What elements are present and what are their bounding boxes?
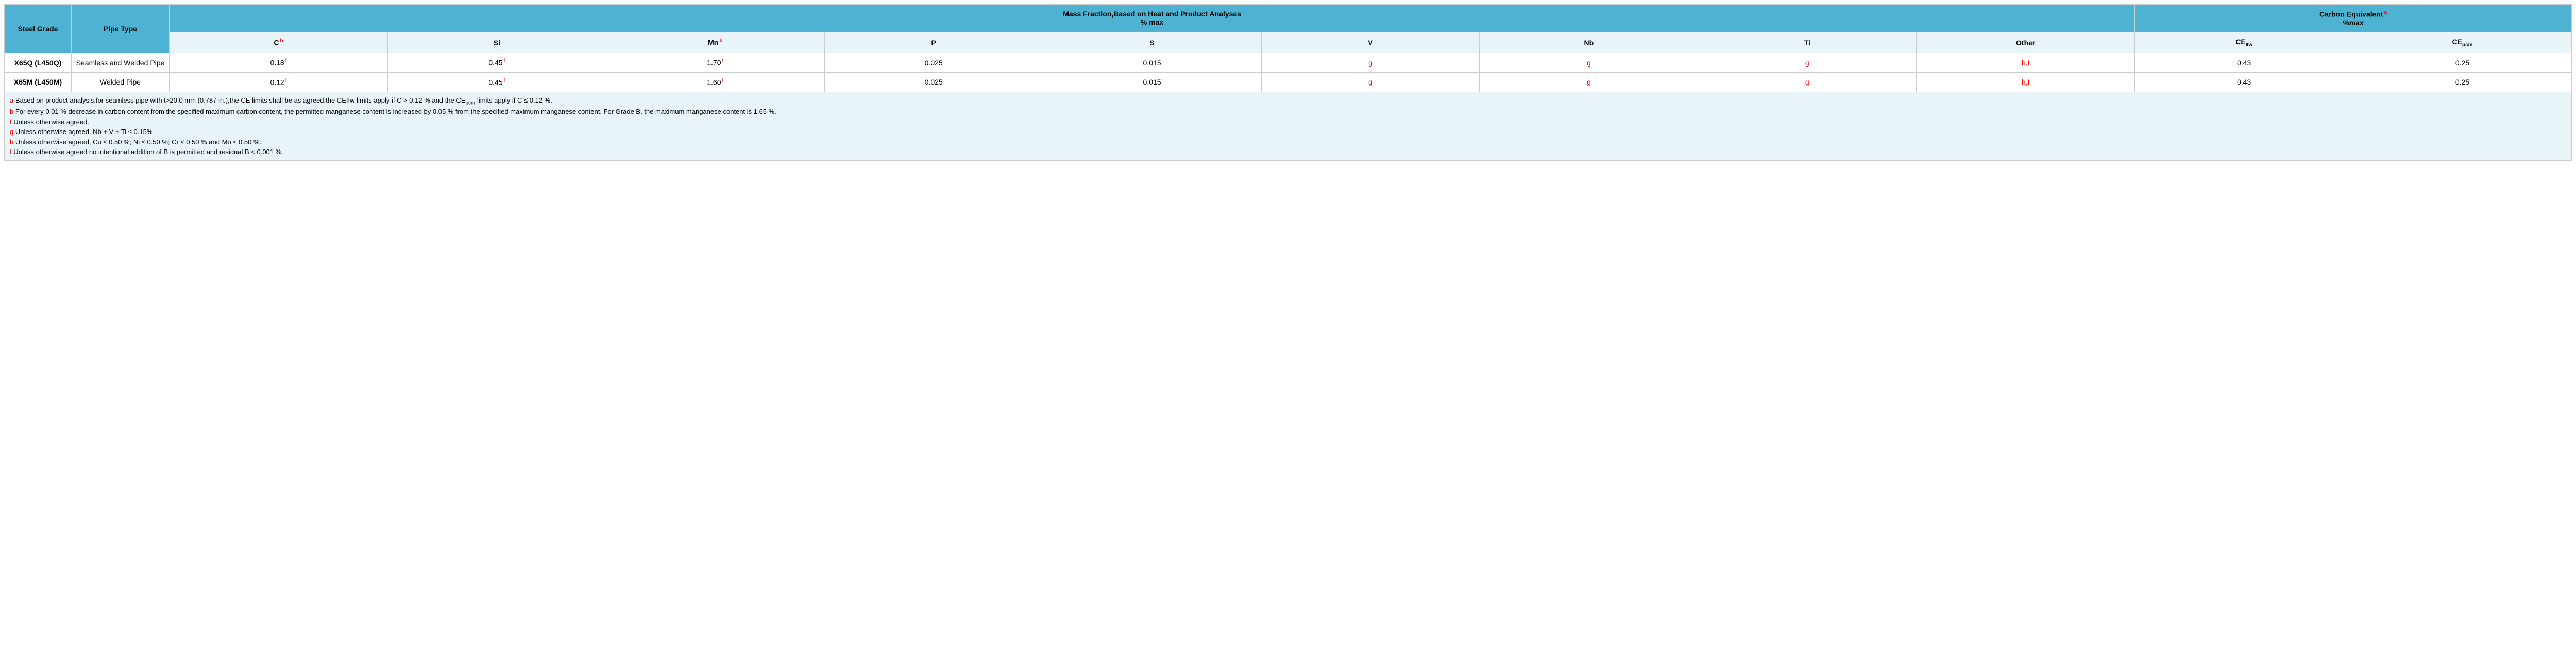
cell-mn: 1.60f [606, 73, 824, 92]
col-s: S [1043, 32, 1261, 53]
col-group-mass-fraction: Mass Fraction,Based on Heat and Product … [170, 5, 2135, 32]
cell-s: 0.015 [1043, 73, 1261, 92]
cell-ti: g [1698, 53, 1917, 73]
table-row: X65Q (L450Q)Seamless and Welded Pipe0.18… [5, 53, 2572, 73]
cell-mn: 1.70f [606, 53, 824, 73]
cell-c: 0.12f [170, 73, 388, 92]
cell-pipe: Welded Pipe [72, 73, 170, 92]
col-ce-pcm: CEpcm [2353, 32, 2572, 53]
table-row: X65M (L450M)Welded Pipe0.12f0.45f1.60f0.… [5, 73, 2572, 92]
cell-p: 0.025 [824, 73, 1043, 92]
cell-si: 0.45f [387, 53, 606, 73]
cell-v: g [1261, 73, 1480, 92]
cell-ce-pcm: 0.25 [2353, 73, 2572, 92]
col-p: P [824, 32, 1043, 53]
cell-p: 0.025 [824, 53, 1043, 73]
cell-ti: g [1698, 73, 1917, 92]
footnotes-cell: a Based on product analysis,for seamless… [5, 92, 2572, 160]
col-group-carbon-equivalent: Carbon Equivalenta %max [2135, 5, 2572, 32]
cell-ce-iiw: 0.43 [2135, 53, 2353, 73]
cell-ce-iiw: 0.43 [2135, 73, 2353, 92]
col-ti: Ti [1698, 32, 1917, 53]
col-c: Cb [170, 32, 388, 53]
col-si: Si [387, 32, 606, 53]
cell-pipe: Seamless and Welded Pipe [72, 53, 170, 73]
table-body: X65Q (L450Q)Seamless and Welded Pipe0.18… [5, 53, 2572, 92]
spec-table: Steel Grade Pipe Type Mass Fraction,Base… [4, 4, 2572, 161]
col-mn: Mnb [606, 32, 824, 53]
col-pipe-type: Pipe Type [72, 5, 170, 53]
col-ce-iiw: CEIIw [2135, 32, 2353, 53]
table-header: Steel Grade Pipe Type Mass Fraction,Base… [5, 5, 2572, 53]
cell-nb: g [1480, 53, 1698, 73]
cell-ce-pcm: 0.25 [2353, 53, 2572, 73]
cell-grade: X65Q (L450Q) [5, 53, 72, 73]
col-other: Other [1917, 32, 2135, 53]
col-v: V [1261, 32, 1480, 53]
cell-c: 0.18f [170, 53, 388, 73]
cell-grade: X65M (L450M) [5, 73, 72, 92]
cell-other: h,I [1917, 73, 2135, 92]
col-nb: Nb [1480, 32, 1698, 53]
cell-s: 0.015 [1043, 53, 1261, 73]
cell-v: g [1261, 53, 1480, 73]
cell-other: h,I [1917, 53, 2135, 73]
cell-si: 0.45f [387, 73, 606, 92]
col-steel-grade: Steel Grade [5, 5, 72, 53]
cell-nb: g [1480, 73, 1698, 92]
